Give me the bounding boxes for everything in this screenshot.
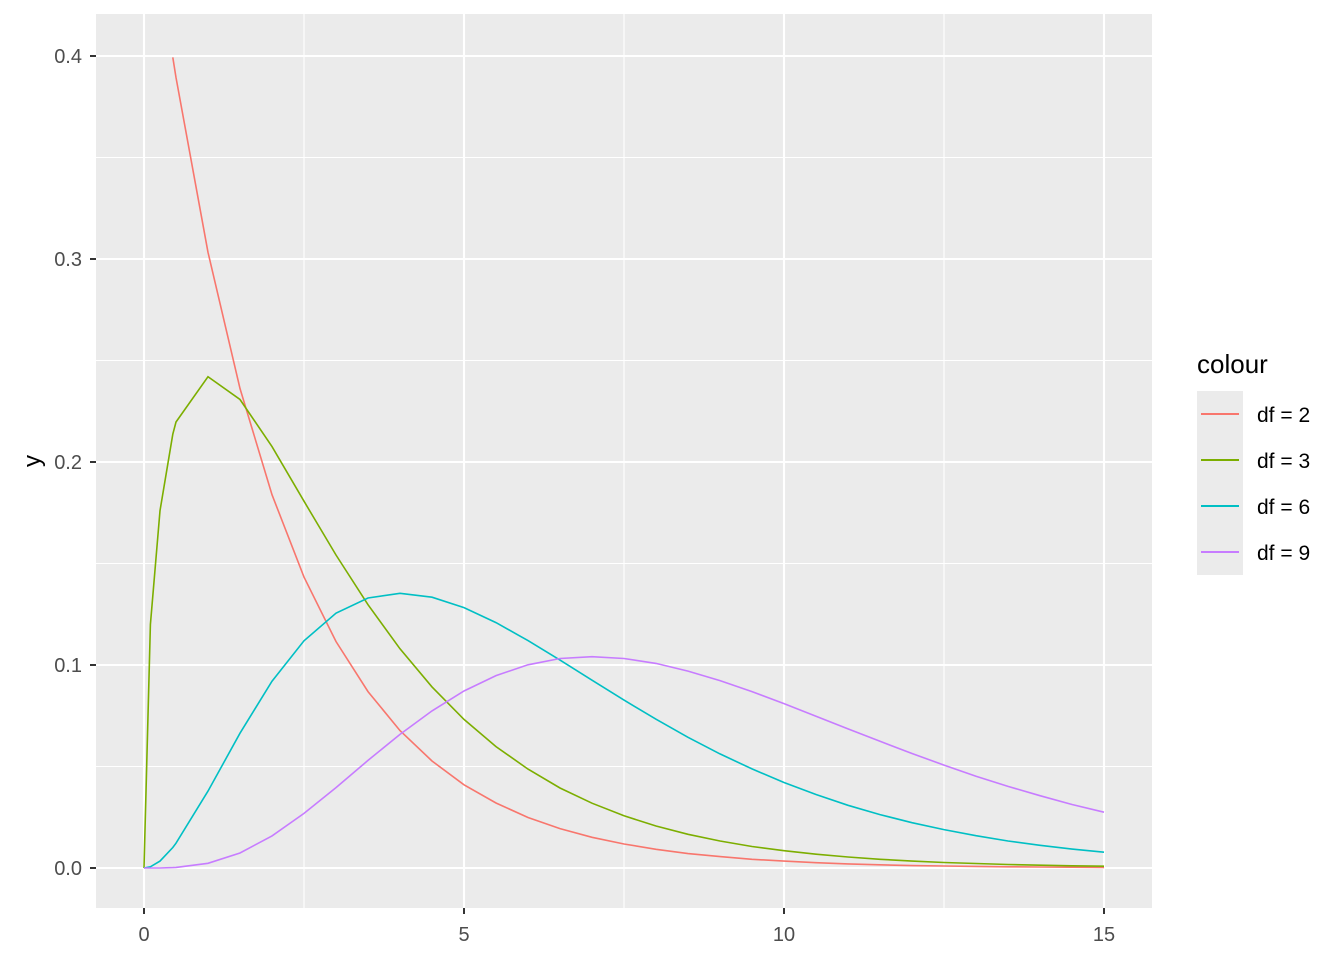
- legend-label-df-6: df = 6: [1257, 496, 1310, 519]
- series-line-df-3: [143, 375, 1105, 869]
- series-line-df-6: [143, 592, 1105, 869]
- y-tick-label: 0.3: [54, 249, 82, 271]
- series-line-df-9: [144, 655, 1105, 869]
- x-tick-label: 15: [1093, 924, 1115, 946]
- legend-label-df-9: df = 9: [1257, 542, 1310, 565]
- y-tick-label: 0.4: [54, 46, 82, 68]
- grid: [96, 14, 1152, 908]
- legend-title: colour: [1197, 349, 1268, 379]
- x-tick-label: 5: [458, 924, 469, 946]
- legend-key-background: [1197, 391, 1243, 575]
- y-tick-label: 0.1: [54, 655, 82, 677]
- legend: colour df = 2 df = 3 df = 6 df = 9: [1197, 349, 1310, 575]
- series-line-df-2: [172, 57, 1105, 869]
- y-tick-label: 0.0: [54, 858, 82, 880]
- y-axis-title: y: [19, 455, 46, 467]
- axes: 0 5 10 15 0.0 0.1 0.2 0.3 0.4: [54, 46, 1115, 946]
- legend-label-df-3: df = 3: [1257, 450, 1310, 473]
- series-lines: [143, 57, 1105, 869]
- x-tick-label: 10: [773, 924, 795, 946]
- legend-label-df-2: df = 2: [1257, 404, 1310, 427]
- y-tick-label: 0.2: [54, 452, 82, 474]
- x-tick-label: 0: [138, 924, 149, 946]
